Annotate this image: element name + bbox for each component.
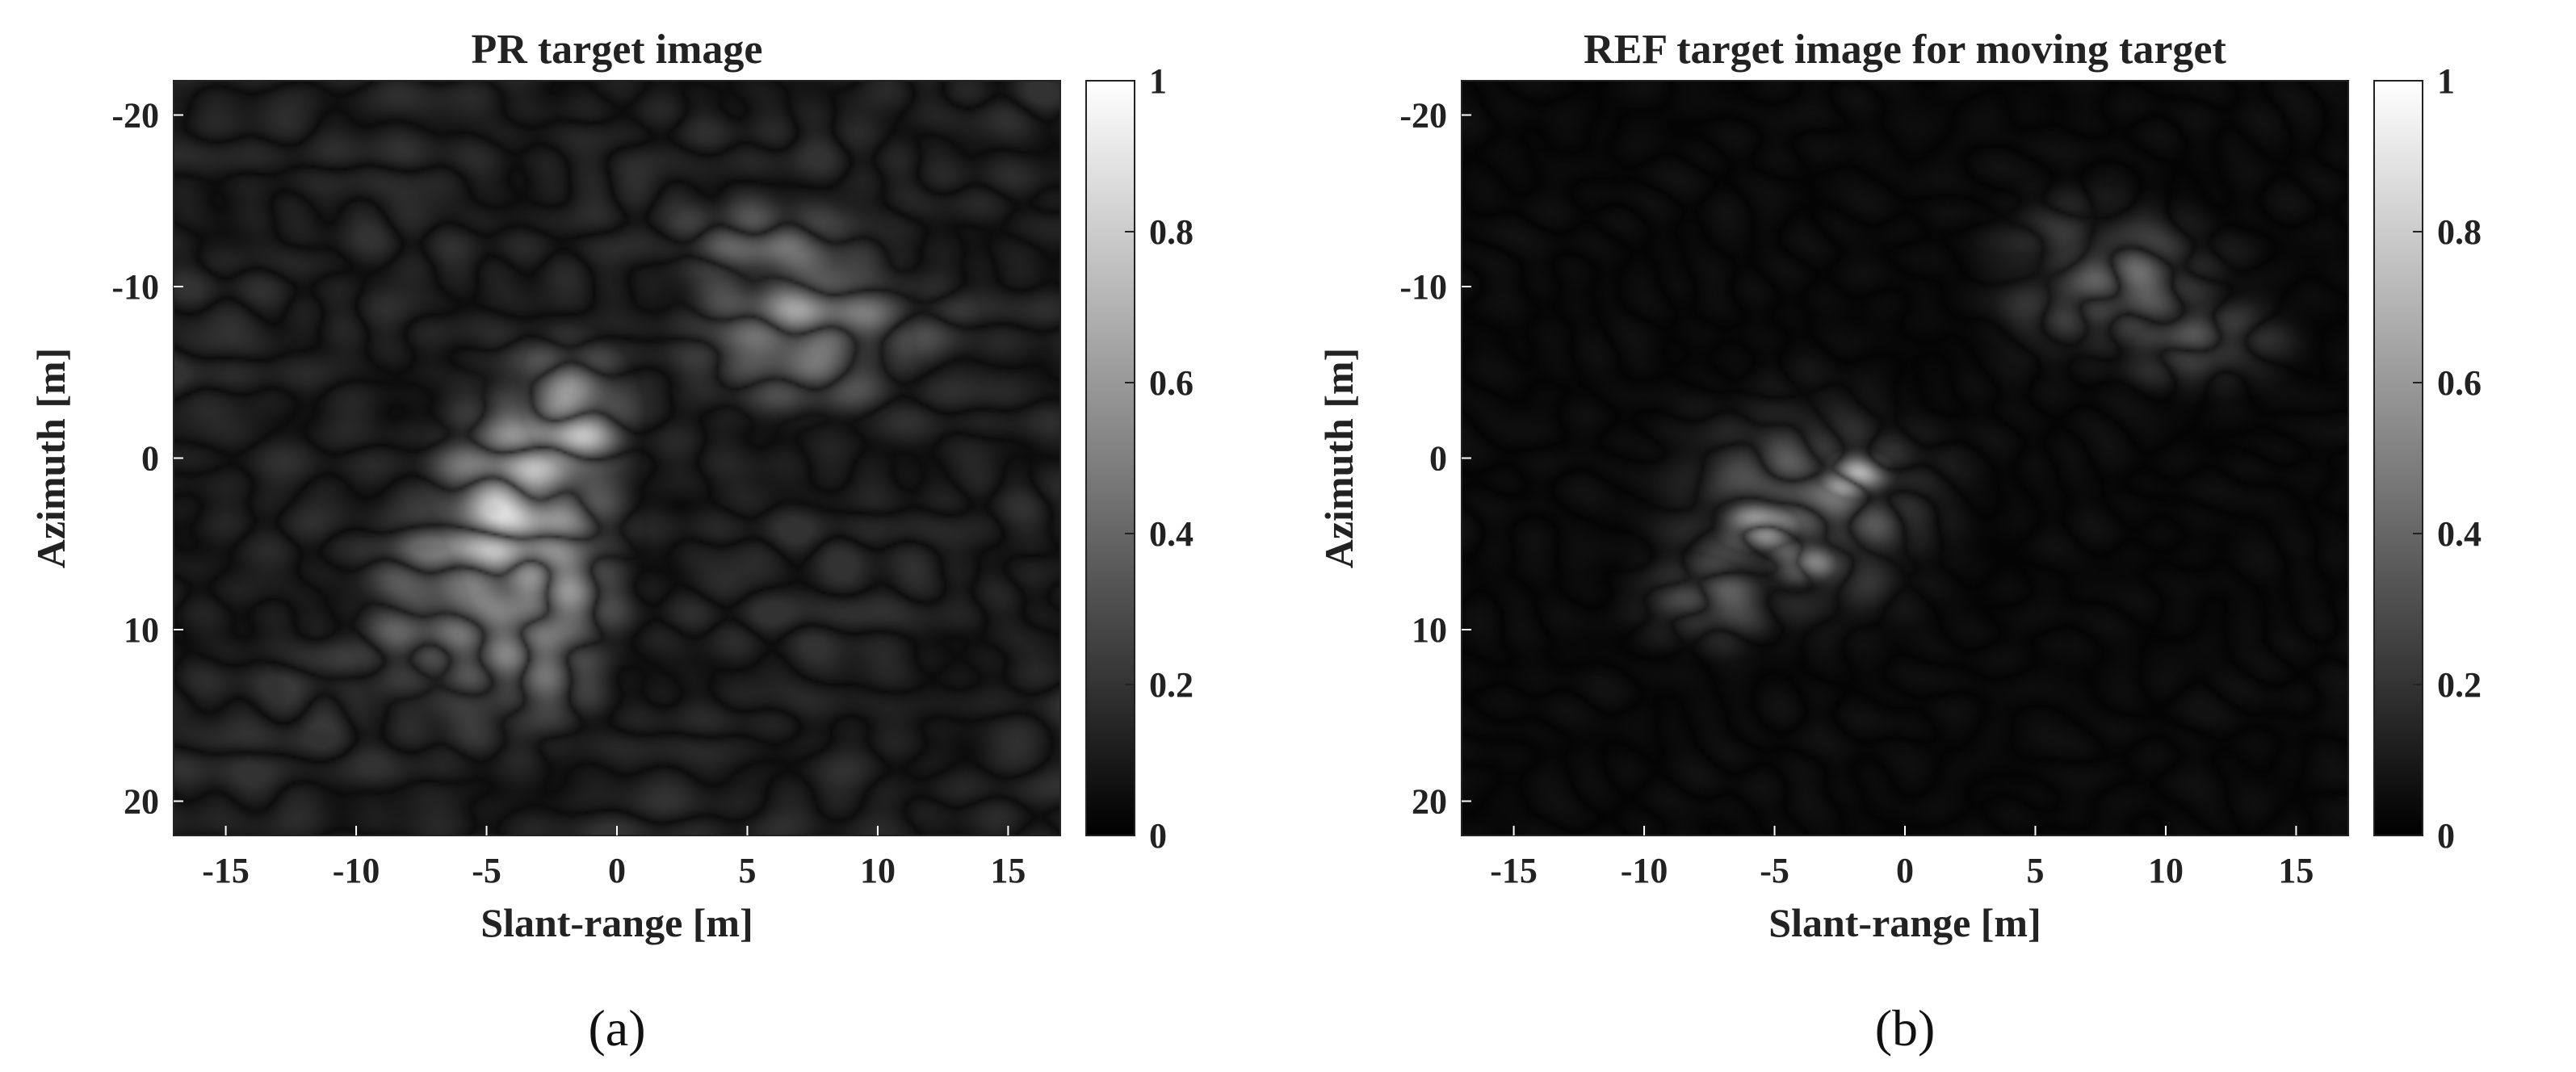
y-tick-label: 0	[1429, 439, 1447, 479]
x-tick-label: -10	[1621, 851, 1668, 890]
colorbar-tick-label: 0.6	[1149, 363, 1194, 403]
chart-panel-a: PR target image -15 -10 -5 0 5 10 15 -20 -10 0 10 20…	[28, 27, 1194, 1057]
x-tick-label: 15	[2278, 851, 2314, 890]
x-tick-label: -5	[1760, 851, 1789, 890]
colorbar-tick-label: 0.4	[1149, 514, 1194, 554]
x-tick-label: 15	[990, 851, 1026, 890]
x-tick-label: 5	[738, 851, 756, 890]
panel-label: (a)	[588, 999, 645, 1057]
chart-svg-a: PR target image-15 -10 -5 0 5 10 15-20-1001020…	[28, 27, 1194, 1057]
x-tick-label: -5	[472, 851, 501, 890]
y-tick-label: 10	[124, 610, 159, 650]
x-tick-label: 10	[2148, 851, 2184, 890]
y-tick-label: 0	[141, 439, 159, 479]
y-tick-label: -10	[1399, 267, 1447, 307]
y-tick-label: -10	[111, 267, 159, 307]
heatmap-image	[1462, 81, 2348, 835]
colorbar-tick-label: 0.2	[2437, 665, 2482, 705]
colorbar-tick-label: 1	[1149, 61, 1167, 101]
x-tick-label: 0	[608, 851, 626, 890]
colorbar	[2373, 80, 2423, 836]
x-tick-label: 10	[860, 851, 896, 890]
y-tick-label: -20	[111, 96, 159, 136]
x-axis-label: Slant-range [m]	[1768, 900, 2041, 945]
x-tick-label: 5	[2026, 851, 2044, 890]
colorbar-tick-label: 1	[2437, 61, 2455, 101]
x-tick-label: -15	[202, 851, 250, 890]
y-tick-label: 20	[124, 782, 159, 822]
x-tick-label: -15	[1490, 851, 1538, 890]
colorbar-tick-label: 0.8	[2437, 212, 2482, 252]
panel-label: (b)	[1875, 999, 1936, 1057]
x-axis-label: Slant-range [m]	[480, 900, 753, 945]
colorbar-tick-label: 0.6	[2437, 363, 2482, 403]
y-tick-label: -20	[1399, 96, 1447, 136]
colorbar-tick-label: 0.2	[1149, 665, 1194, 705]
colorbar	[1085, 80, 1135, 836]
colorbar-tick-label: 0	[2437, 816, 2455, 856]
heatmap-image	[174, 81, 1060, 835]
y-tick-label: 10	[1412, 610, 1447, 650]
y-axis-label: Azimuth [m]	[28, 348, 73, 569]
chart-title: PR target image	[472, 27, 763, 73]
chart-panel-b: REF target image for moving target -15 -10…	[1288, 0, 2576, 1072]
x-tick-label: -10	[333, 851, 380, 890]
y-axis-label: Azimuth [m]	[1316, 348, 1361, 569]
colorbar-tick-label: 0.4	[2437, 514, 2482, 554]
y-tick-label: 20	[1412, 782, 1447, 822]
colorbar-tick-label: 0	[1149, 816, 1167, 856]
chart-title: REF target image for moving target	[1584, 27, 2226, 73]
colorbar-tick-label: 0.8	[1149, 212, 1194, 252]
chart-svg-b: REF target image for moving target -15 -10…	[1316, 27, 2482, 1057]
x-tick-label: 0	[1896, 851, 1914, 890]
